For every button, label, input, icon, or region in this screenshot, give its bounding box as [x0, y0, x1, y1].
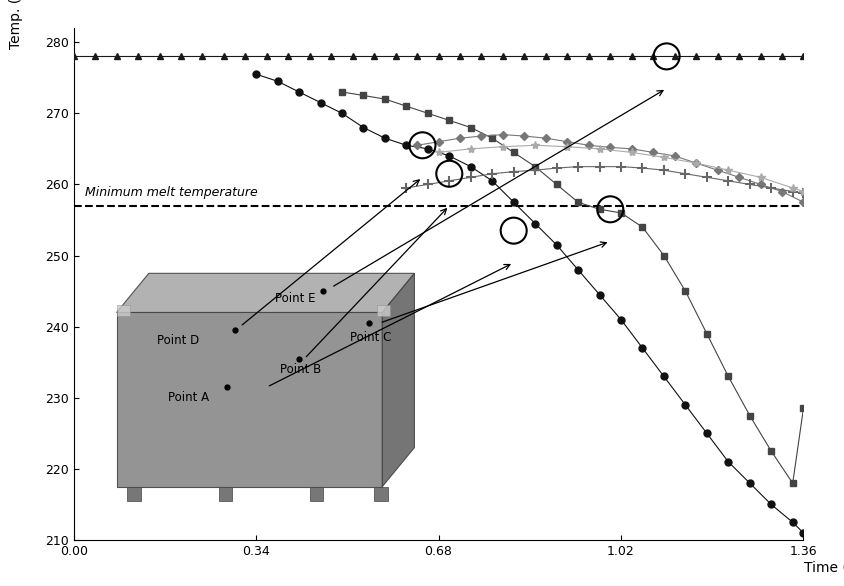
Polygon shape — [116, 305, 130, 316]
Text: Point B: Point B — [280, 363, 322, 376]
Polygon shape — [310, 487, 323, 501]
Text: Point E: Point E — [275, 292, 316, 305]
Y-axis label: Temp. (°C): Temp. (°C) — [8, 0, 23, 49]
Polygon shape — [219, 487, 232, 501]
Text: Point A: Point A — [168, 391, 208, 404]
Text: Point C: Point C — [350, 331, 392, 344]
Polygon shape — [116, 312, 382, 487]
Text: Minimum melt temperature: Minimum melt temperature — [84, 186, 257, 199]
X-axis label: Time (s): Time (s) — [804, 561, 844, 574]
Polygon shape — [374, 487, 387, 501]
Text: Point D: Point D — [157, 335, 199, 347]
Polygon shape — [116, 273, 414, 312]
Polygon shape — [377, 305, 390, 316]
Polygon shape — [382, 273, 414, 487]
Polygon shape — [127, 487, 141, 501]
